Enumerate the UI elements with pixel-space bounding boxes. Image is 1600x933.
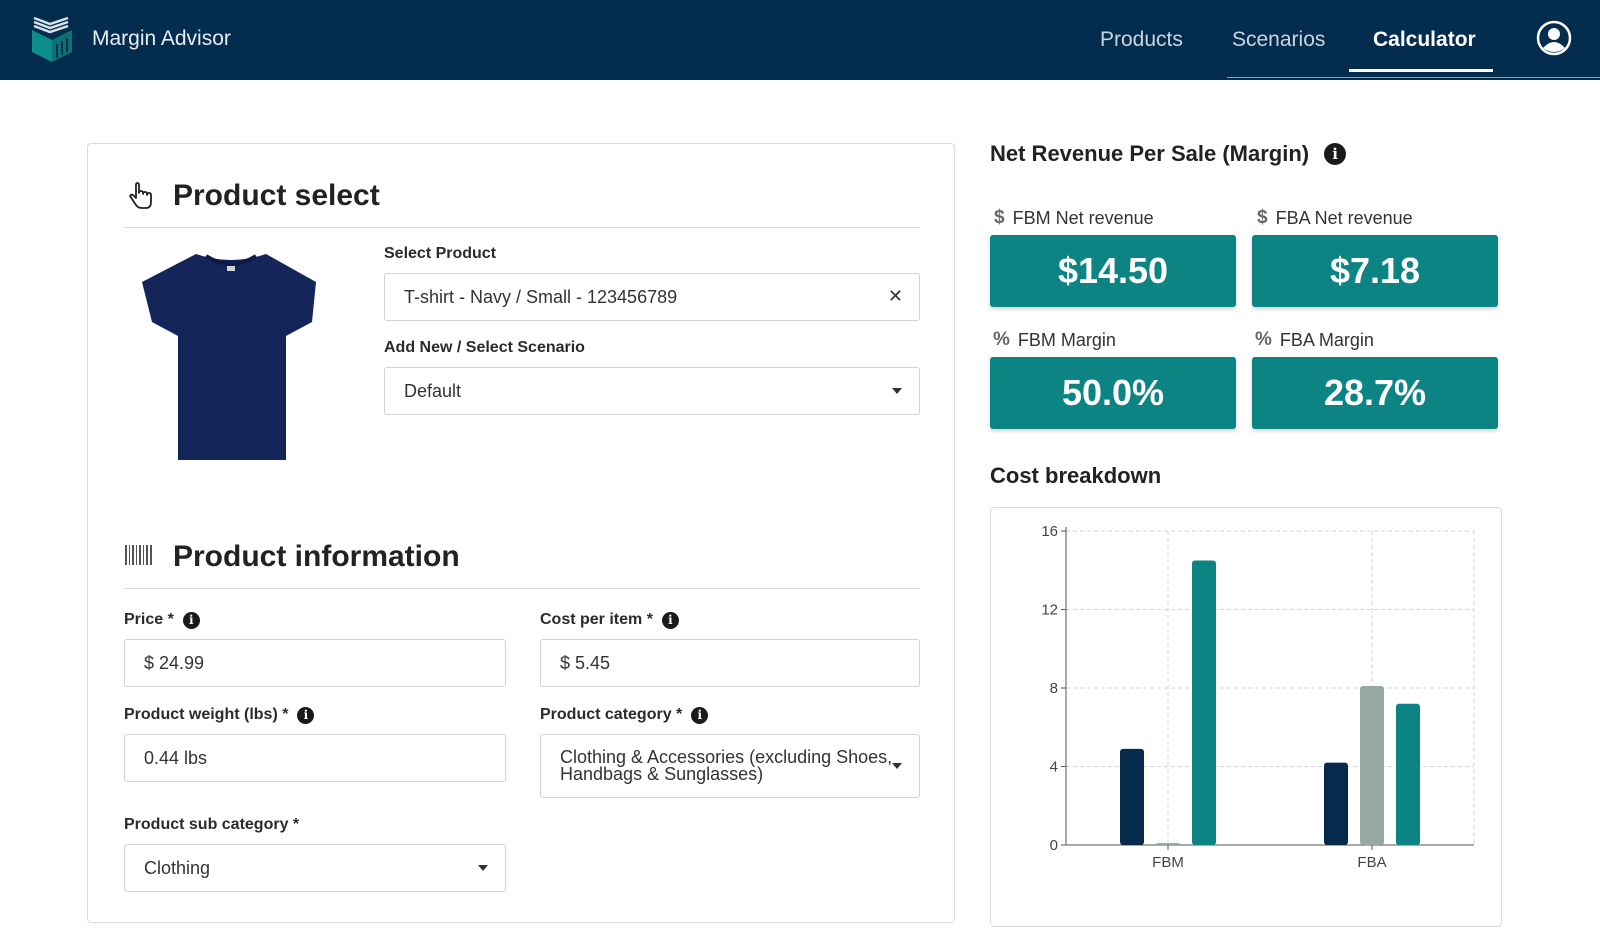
info-icon[interactable]: i bbox=[297, 706, 315, 724]
scenario-select[interactable]: Default bbox=[384, 367, 920, 415]
clear-icon[interactable]: ✕ bbox=[887, 286, 903, 306]
chart-bar bbox=[1156, 843, 1180, 845]
dollar-icon: $ bbox=[994, 207, 1005, 228]
y-tick-label: 8 bbox=[1050, 680, 1058, 697]
chevron-down-icon bbox=[478, 865, 488, 871]
fba-revenue-value: $7.18 bbox=[1252, 235, 1498, 307]
barcode-icon bbox=[125, 545, 152, 565]
y-tick-label: 16 bbox=[1041, 523, 1058, 540]
chevron-down-icon bbox=[892, 388, 902, 394]
info-icon[interactable]: i bbox=[691, 706, 709, 724]
product-select-title: Product select bbox=[173, 179, 380, 212]
nav-scenarios[interactable]: Scenarios bbox=[1232, 28, 1326, 51]
fba-revenue-label: $ FBA Net revenue bbox=[1257, 207, 1413, 228]
cost-per-item-input[interactable]: $ 5.45 bbox=[540, 639, 920, 687]
product-category-select[interactable]: Clothing & Accessories (excluding Shoes,… bbox=[540, 734, 920, 798]
fbm-margin-label: % FBM Margin bbox=[993, 329, 1116, 350]
price-input[interactable]: $ 24.99 bbox=[124, 639, 506, 687]
product-subcategory-select[interactable]: Clothing bbox=[124, 844, 506, 892]
fbm-margin-value: 50.0% bbox=[990, 357, 1236, 429]
net-revenue-title: Net Revenue Per Sale (Margin) i bbox=[990, 141, 1347, 167]
chart-bar bbox=[1120, 748, 1144, 845]
product-subcategory-label: Product sub category * bbox=[124, 816, 300, 833]
cost-breakdown-chart-card: 0 4 8 12 16 FBM FBA bbox=[990, 507, 1502, 927]
product-category-label: Product category * i bbox=[540, 706, 709, 724]
section-divider bbox=[124, 588, 920, 589]
dollar-icon: $ bbox=[1257, 207, 1268, 228]
calculator-form-panel: Product select Select Product T-shirt - … bbox=[87, 143, 955, 923]
percent-icon: % bbox=[1255, 329, 1272, 350]
scenario-label: Add New / Select Scenario bbox=[384, 339, 585, 356]
active-nav-indicator bbox=[1349, 69, 1493, 72]
product-image bbox=[142, 254, 316, 460]
app-name: Margin Advisor bbox=[92, 27, 231, 50]
product-select-input[interactable]: T-shirt - Navy / Small - 123456789 ✕ bbox=[384, 273, 920, 321]
selected-product-value: T-shirt - Navy / Small - 123456789 bbox=[404, 286, 678, 307]
y-tick-label: 12 bbox=[1041, 602, 1058, 619]
info-icon[interactable]: i bbox=[661, 611, 679, 629]
product-weight-input[interactable]: 0.44 lbs bbox=[124, 734, 506, 782]
info-icon[interactable]: i bbox=[182, 611, 200, 629]
chart-bar bbox=[1396, 703, 1420, 845]
chart-bar bbox=[1192, 560, 1216, 845]
price-label: Price * i bbox=[124, 611, 200, 629]
nav-divider bbox=[1227, 77, 1600, 78]
fba-margin-value: 28.7% bbox=[1252, 357, 1498, 429]
user-profile-icon[interactable] bbox=[1536, 20, 1572, 56]
product-weight-label: Product weight (lbs) * i bbox=[124, 706, 315, 724]
fbm-revenue-label: $ FBM Net revenue bbox=[994, 207, 1154, 228]
cost-per-item-label: Cost per item * i bbox=[540, 611, 679, 629]
category-value: Clothing & Accessories (excluding Shoes,… bbox=[560, 747, 893, 784]
brand[interactable]: Margin Advisor bbox=[28, 14, 231, 64]
percent-icon: % bbox=[993, 329, 1010, 350]
chevron-down-icon bbox=[892, 763, 902, 769]
info-icon[interactable]: i bbox=[1324, 143, 1347, 165]
chart-bar bbox=[1360, 686, 1384, 845]
y-tick-label: 4 bbox=[1050, 759, 1058, 776]
section-divider bbox=[124, 227, 920, 228]
fbm-revenue-value: $14.50 bbox=[990, 235, 1236, 307]
cost-breakdown-chart: 0 4 8 12 16 FBM FBA bbox=[1041, 523, 1475, 871]
top-navbar: Margin Advisor Products Scenarios Calcul… bbox=[0, 0, 1600, 80]
pointer-hand-icon bbox=[129, 182, 152, 209]
x-tick-label: FBM bbox=[1152, 854, 1184, 871]
x-tick-label: FBA bbox=[1357, 854, 1386, 871]
product-information-title: Product information bbox=[173, 540, 460, 573]
box-logo-icon bbox=[32, 16, 72, 62]
nav-products[interactable]: Products bbox=[1100, 28, 1183, 51]
cost-breakdown-title: Cost breakdown bbox=[990, 463, 1162, 488]
select-product-label: Select Product bbox=[384, 245, 497, 262]
fba-margin-label: % FBA Margin bbox=[1255, 329, 1374, 350]
y-tick-label: 0 bbox=[1050, 837, 1058, 854]
chart-bar bbox=[1324, 762, 1348, 845]
scenario-value: Default bbox=[404, 380, 462, 401]
nav-calculator[interactable]: Calculator bbox=[1373, 28, 1476, 51]
